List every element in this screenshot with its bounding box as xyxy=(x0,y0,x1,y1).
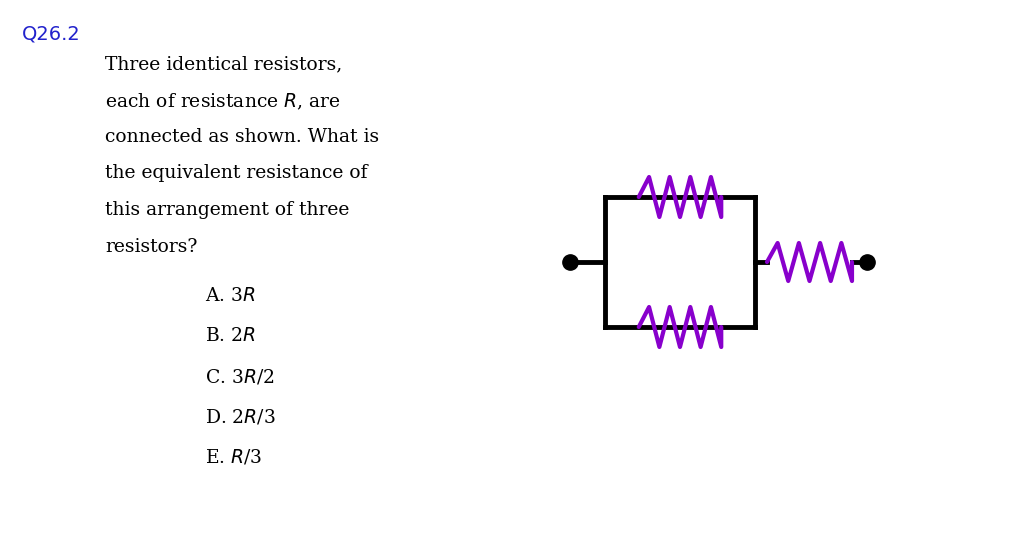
Text: C. 3$R$/2: C. 3$R$/2 xyxy=(205,367,274,386)
Text: A. 3$R$: A. 3$R$ xyxy=(205,287,256,305)
Text: D. 2$R$/3: D. 2$R$/3 xyxy=(205,407,275,426)
Text: Q26.2: Q26.2 xyxy=(22,25,81,44)
Text: E. $R$/3: E. $R$/3 xyxy=(205,447,262,466)
Text: B. 2$R$: B. 2$R$ xyxy=(205,327,256,345)
Text: resistors?: resistors? xyxy=(105,237,198,255)
Text: this arrangement of three: this arrangement of three xyxy=(105,201,349,219)
Text: Three identical resistors,: Three identical resistors, xyxy=(105,55,342,73)
Text: the equivalent resistance of: the equivalent resistance of xyxy=(105,165,368,183)
Text: each of resistance $R$, are: each of resistance $R$, are xyxy=(105,91,341,112)
Text: connected as shown. What is: connected as shown. What is xyxy=(105,128,379,146)
